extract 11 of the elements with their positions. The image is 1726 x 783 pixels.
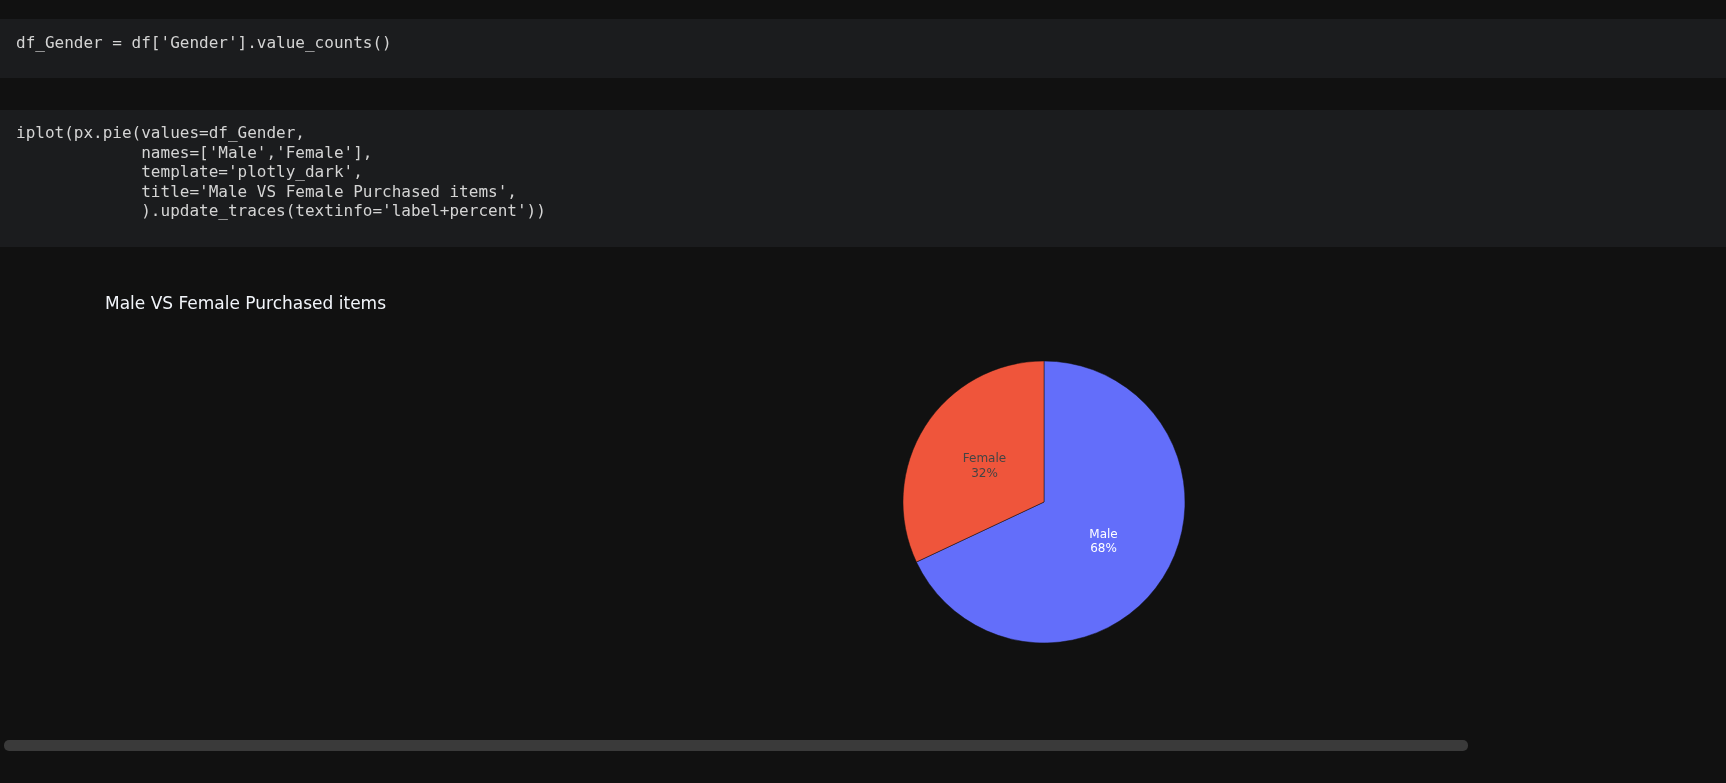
slice-label: Male xyxy=(1089,526,1118,541)
text: ).update_traces(textinfo='label+percent')) xyxy=(16,201,546,220)
data-label: 68% xyxy=(1090,541,1117,556)
text: Male VS Female Purchased items xyxy=(105,293,387,313)
text: df_Gender = df['Gender'].value_counts() xyxy=(16,33,392,52)
slice-label: Female xyxy=(962,451,1007,466)
text: template='plotly_dark', xyxy=(16,162,363,181)
text: iplot(px.pie(values=df_Gender, xyxy=(16,123,305,142)
data-label: 32% xyxy=(971,465,998,480)
text: title='Male VS Female Purchased items', xyxy=(16,181,517,201)
text: names=['Male','Female'], xyxy=(16,142,373,162)
